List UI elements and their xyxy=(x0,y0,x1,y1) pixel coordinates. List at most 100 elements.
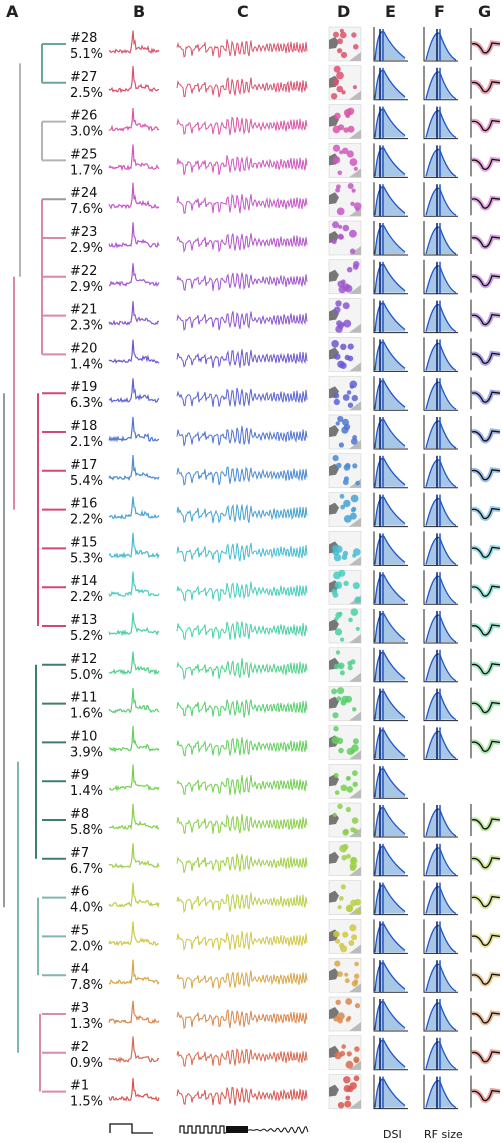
cluster-percent: 5.8% xyxy=(70,823,103,838)
kernel-mean-trace xyxy=(471,740,501,752)
spatial-map xyxy=(328,220,362,256)
cell-position-dot xyxy=(338,662,345,670)
cell-position-dot xyxy=(333,772,339,778)
kernel-mean-trace xyxy=(471,352,501,364)
rf-size-axes xyxy=(423,725,458,760)
cell-position-dot xyxy=(343,464,351,471)
rf-size-histogram xyxy=(423,453,458,489)
rf-size-histogram xyxy=(423,182,458,217)
temporal-kernel xyxy=(470,377,501,410)
cluster-percent: 2.2% xyxy=(70,513,103,528)
cell-position-dot xyxy=(336,737,344,744)
rf-size-axes xyxy=(423,376,458,411)
retina-landmark-shape xyxy=(329,1007,339,1019)
kernel-mean-trace xyxy=(471,1089,501,1102)
kernel-mean-trace xyxy=(471,507,501,520)
kernel-mean-trace xyxy=(471,624,501,636)
cell-position-dot xyxy=(336,696,342,702)
dsi-histogram xyxy=(373,104,408,140)
cluster-row: #103.9% xyxy=(70,725,501,760)
step-response-trace xyxy=(108,301,160,326)
cell-position-dot xyxy=(346,1051,352,1057)
cluster-row: #272.5% xyxy=(70,65,501,101)
cell-position-dot xyxy=(353,44,359,50)
chirp-response-trace xyxy=(176,970,308,991)
cell-position-dot xyxy=(346,390,352,395)
spatial-map xyxy=(328,957,362,993)
step-response-trace xyxy=(108,843,160,869)
cell-position-dot xyxy=(333,31,339,38)
temporal-kernel xyxy=(470,105,501,138)
cell-position-dot xyxy=(338,285,347,294)
cell-position-dot xyxy=(341,554,348,560)
retina-corner-shape xyxy=(349,672,361,682)
dsi-axes xyxy=(373,65,408,101)
cell-position-dot xyxy=(343,1076,351,1084)
retina-landmark-shape xyxy=(329,502,339,515)
dsi-histogram xyxy=(373,841,408,877)
cell-position-dot xyxy=(345,904,354,913)
rf-size-histogram xyxy=(423,221,458,256)
temporal-kernel xyxy=(470,1036,501,1069)
rf-size-histogram xyxy=(423,686,458,722)
temporal-kernel xyxy=(470,998,501,1030)
temporal-kernel xyxy=(470,881,501,914)
cell-position-dot xyxy=(337,687,345,695)
cell-position-dot xyxy=(342,931,349,938)
dsi-density-curve xyxy=(374,147,406,177)
cell-position-dot xyxy=(354,1003,361,1009)
dsi-axes xyxy=(373,570,408,605)
cluster-percent: 5.4% xyxy=(70,474,103,489)
dsi-density-curve xyxy=(374,845,406,875)
cell-position-dot xyxy=(338,747,344,754)
cell-position-dot xyxy=(335,187,340,193)
cell-position-dot xyxy=(354,898,362,906)
step-response-trace xyxy=(108,764,160,792)
cell-position-dot xyxy=(350,494,359,503)
cell-position-dot xyxy=(345,806,351,813)
cluster-row: #91.4% xyxy=(70,763,408,799)
rf-size-axes xyxy=(423,298,458,334)
dsi-axes xyxy=(373,531,408,566)
cell-position-dot xyxy=(337,1012,345,1020)
kernel-mean-trace xyxy=(471,430,501,442)
temporal-kernel xyxy=(470,222,501,254)
cell-position-dot xyxy=(340,279,346,285)
dsi-histogram xyxy=(373,143,408,178)
cell-position-dot xyxy=(342,418,349,426)
step-response-trace xyxy=(108,144,160,172)
dsi-axes xyxy=(373,919,408,954)
dsi-axes xyxy=(373,415,408,450)
panel-label-f: F xyxy=(434,2,445,21)
dsi-density-curve xyxy=(374,380,406,410)
cluster-id: #11 xyxy=(70,691,97,706)
cell-position-dot xyxy=(343,580,349,587)
cell-position-dot xyxy=(351,32,357,38)
temporal-kernel xyxy=(470,648,501,681)
dsi-density-curve xyxy=(374,457,406,487)
step-response-trace xyxy=(108,416,160,443)
step-response-trace xyxy=(108,532,160,560)
rf-size-axes xyxy=(423,1074,458,1110)
step-response-trace xyxy=(108,803,160,831)
rf-size-axes xyxy=(423,958,458,993)
cell-position-dot xyxy=(337,38,343,45)
dsi-axes xyxy=(373,492,408,528)
cluster-id: #26 xyxy=(70,109,97,124)
cluster-id: #23 xyxy=(70,225,97,240)
cell-position-dot xyxy=(337,48,343,54)
cluster-row: #232.9% xyxy=(70,220,501,256)
cluster-percent: 2.2% xyxy=(70,590,103,605)
panel-label-e: E xyxy=(385,2,396,21)
spatial-map xyxy=(328,531,362,566)
dsi-density-curve xyxy=(374,186,406,216)
cluster-row: #251.7% xyxy=(70,143,501,178)
rf-size-axes xyxy=(423,65,458,101)
rf-size-histogram xyxy=(423,531,458,566)
chirp-response-trace xyxy=(176,193,308,214)
cluster-id: #9 xyxy=(70,768,89,783)
chirp-response-trace xyxy=(176,853,308,873)
cell-position-dot xyxy=(347,343,354,350)
step-response-trace xyxy=(108,222,160,249)
rf-size-histogram xyxy=(423,492,458,528)
